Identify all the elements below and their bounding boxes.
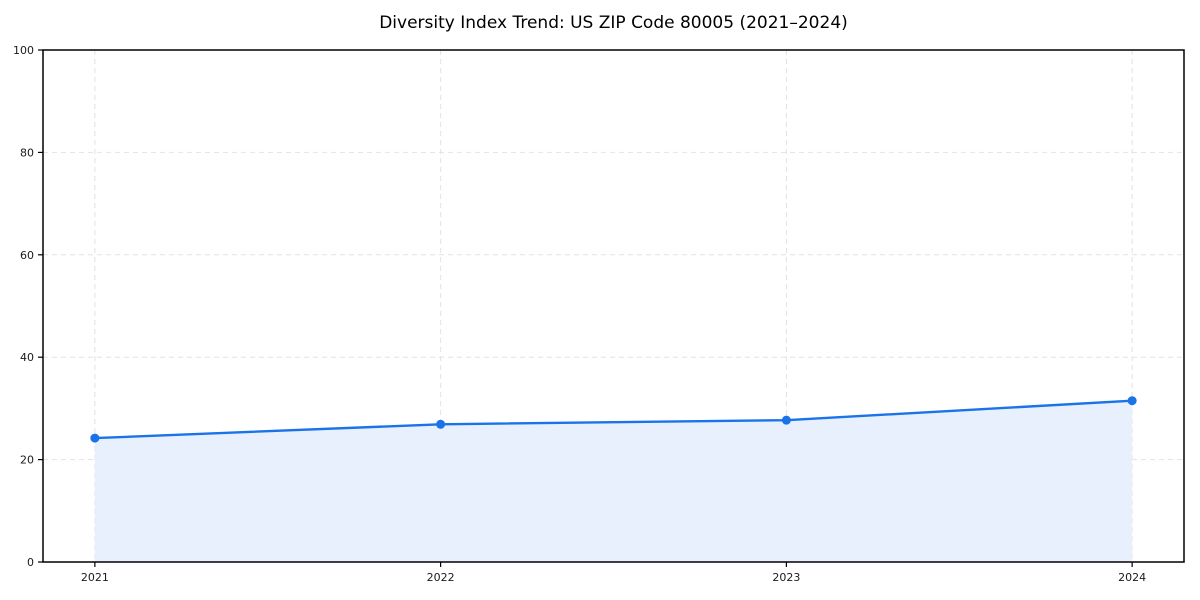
plot-border (42, 49, 1185, 563)
data-point (90, 433, 100, 443)
y-tick-label: 20 (20, 454, 34, 467)
data-point (781, 415, 791, 425)
x-tick-label: 2023 (772, 571, 800, 584)
x-tick-label: 2022 (427, 571, 455, 584)
y-tick-label: 0 (27, 556, 34, 569)
y-tick-label: 100 (13, 44, 34, 57)
y-tick-label: 60 (20, 249, 34, 262)
chart-title: Diversity Index Trend: US ZIP Code 80005… (379, 13, 848, 33)
area-fill (94, 400, 1133, 562)
data-point (436, 419, 446, 429)
x-tick-label: 2021 (81, 571, 109, 584)
x-tick-label: 2024 (1118, 571, 1146, 584)
trend-line (93, 399, 1134, 440)
data-point (1127, 396, 1137, 406)
y-tick-label: 40 (20, 351, 34, 364)
y-tick-label: 80 (20, 146, 34, 159)
